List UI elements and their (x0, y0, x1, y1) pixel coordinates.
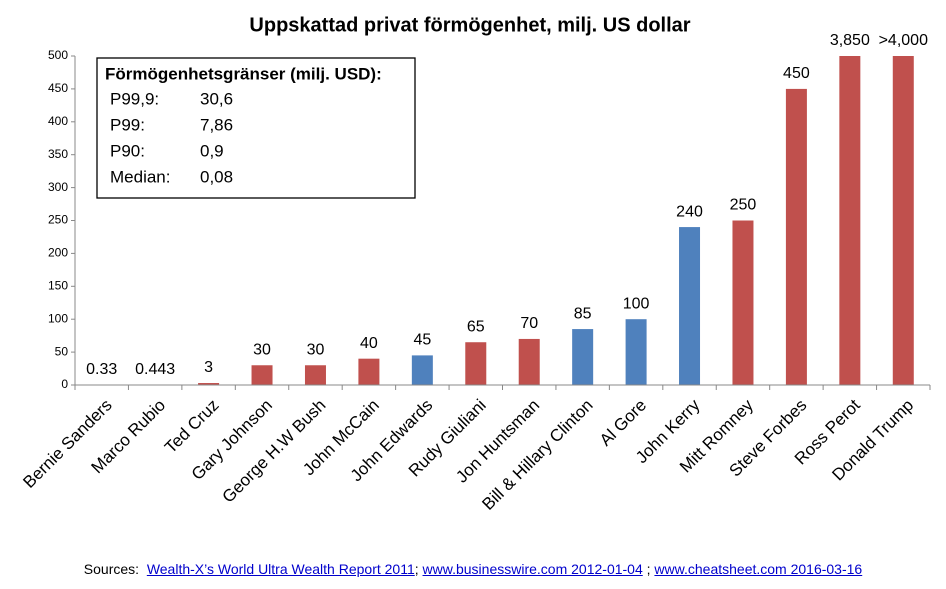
bar (572, 329, 594, 385)
value-label: 65 (467, 318, 485, 335)
sources-label: Sources: (83, 561, 140, 577)
y-tick-label: 450 (48, 81, 68, 95)
y-tick-label: 250 (48, 213, 68, 227)
bar (679, 227, 701, 385)
annotation-key: Median: (110, 167, 170, 186)
bar (625, 319, 647, 385)
value-label: 45 (413, 332, 431, 349)
annotation-box (96, 57, 416, 199)
bar (251, 365, 273, 385)
value-label: 240 (676, 203, 703, 220)
value-label: 0.33 (86, 361, 117, 378)
value-label: 40 (360, 335, 378, 352)
bar (839, 56, 861, 385)
bar (785, 88, 807, 386)
separator: ; (414, 561, 419, 577)
bar (892, 56, 914, 385)
source-link[interactable]: www.businesswire.com 2012-01-04 (422, 561, 643, 577)
y-tick-label: 400 (48, 114, 68, 128)
y-tick-label: 500 (48, 48, 68, 62)
annotation-value: 0,08 (200, 167, 233, 186)
annotation-value: 7,86 (200, 115, 233, 134)
value-label: 3,850 (830, 32, 870, 49)
x-tick-label: Al Gore (596, 396, 650, 450)
separator: ; (646, 561, 651, 577)
bar (358, 358, 380, 385)
annotation-key: P99: (110, 115, 145, 134)
bar (411, 355, 433, 385)
bar (732, 220, 754, 385)
source-link[interactable]: www.cheatsheet.com 2016-03-16 (654, 561, 863, 577)
value-label: 30 (253, 341, 271, 358)
annotation-key: P99,9: (110, 89, 159, 108)
value-label: >4,000 (879, 32, 928, 49)
y-tick-label: 300 (48, 180, 68, 194)
bar (304, 365, 326, 385)
y-tick-label: 350 (48, 147, 68, 161)
annotation-key: P90: (110, 141, 145, 160)
value-label: 0.443 (135, 361, 175, 378)
source-link[interactable]: Wealth-X’s World Ultra Wealth Report 201… (146, 561, 415, 577)
value-label: 100 (623, 295, 650, 312)
value-label: 450 (783, 65, 810, 82)
y-tick-label: 0 (61, 377, 68, 391)
chart: Uppskattad privat förmögenhet, milj. US … (19, 14, 931, 514)
value-label: 3 (204, 359, 213, 376)
y-tick-label: 50 (55, 344, 69, 358)
sources: Sources: Wealth-X’s World Ultra Wealth R… (0, 561, 946, 577)
annotation-title: Förmögenhetsgränser (milj. USD): (105, 64, 382, 83)
x-tick-label: Bernie Sanders (19, 396, 115, 492)
bar (465, 342, 487, 385)
value-label: 30 (307, 341, 325, 358)
chart-title: Uppskattad privat förmögenhet, milj. US … (249, 14, 690, 36)
y-tick-label: 200 (48, 246, 68, 260)
annotation-value: 30,6 (200, 89, 233, 108)
value-label: 85 (574, 305, 592, 322)
y-tick-label: 100 (48, 311, 68, 325)
y-tick-label: 150 (48, 278, 68, 292)
value-label: 250 (730, 197, 757, 214)
bars (91, 56, 914, 386)
value-label: 70 (520, 315, 538, 332)
bar (198, 383, 220, 385)
bar (518, 338, 540, 385)
annotation-value: 0,9 (200, 141, 224, 160)
